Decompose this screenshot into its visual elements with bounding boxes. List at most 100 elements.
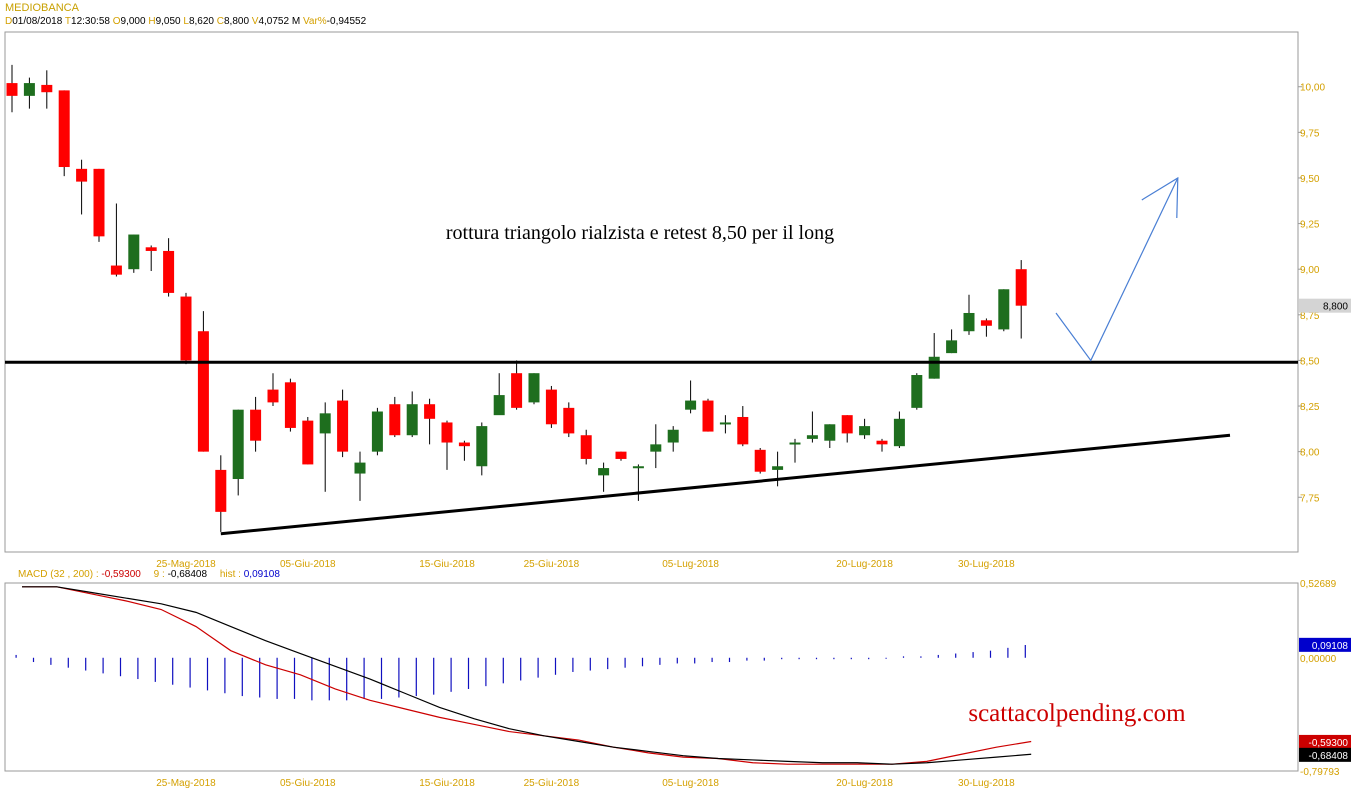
candle-down	[180, 296, 192, 361]
macd-histogram-bar	[433, 657, 435, 695]
macd-histogram-bar	[380, 657, 383, 699]
macd-histogram-bar	[885, 657, 887, 659]
macd-signal-value: -0,68408	[167, 569, 208, 580]
macd-histogram-bar	[50, 657, 52, 665]
candle-down	[6, 83, 18, 96]
macd-histogram-bar	[363, 657, 365, 699]
macd-value-badge	[1299, 747, 1351, 762]
price-y-tick-label: 7,75	[1300, 493, 1320, 504]
macd-histogram-bar	[15, 654, 17, 658]
macd-histogram-bar	[676, 657, 678, 664]
macd-title: MACD	[18, 569, 48, 580]
candle-up	[963, 312, 975, 332]
macd-histogram-bar	[241, 657, 243, 697]
macd-histogram-bar	[520, 657, 522, 681]
field-value-date: 01/08/2018	[12, 16, 63, 27]
macd-histogram-bar	[346, 657, 348, 701]
field-key-low: L	[183, 16, 189, 27]
field-value-time: 12:30:58	[71, 16, 110, 27]
symbol-title: MEDIOBANCA	[5, 2, 79, 14]
candle-up	[406, 404, 418, 436]
macd-histogram-bar	[119, 657, 122, 677]
macd-histogram-bar	[485, 657, 487, 687]
candle-down	[702, 400, 714, 432]
macd-histogram-bar	[607, 657, 609, 670]
candle-down	[876, 440, 888, 445]
macd-histogram-bar	[798, 657, 800, 660]
candle-down	[841, 415, 853, 434]
candle-up	[632, 466, 644, 469]
candle-down	[76, 168, 88, 182]
macd-histogram-bar	[276, 657, 278, 699]
field-value-high: 9,050	[155, 16, 181, 27]
macd-series-macd	[22, 586, 1032, 765]
candle-down	[337, 400, 349, 452]
macd-series-signal	[22, 586, 1032, 765]
candle-down	[545, 389, 557, 425]
macd-value-badge-label: -0,59300	[1309, 738, 1349, 749]
macd-histogram-bar	[624, 657, 626, 668]
macd-histogram-bar	[833, 657, 835, 660]
macd-value: -0,59300	[101, 569, 141, 580]
macd-histogram-bar	[589, 657, 591, 671]
field-key-high: H	[148, 16, 156, 27]
macd-value-badge-label: -0,68408	[1309, 751, 1349, 762]
macd-x-tick-label: 05-Giu-2018	[280, 778, 336, 789]
macd-histogram-bar	[415, 657, 417, 697]
last-price-label: 8,800	[1323, 302, 1348, 313]
candle-down	[215, 469, 227, 512]
macd-histogram-bar	[537, 657, 539, 678]
macd-histogram-bar	[641, 657, 644, 667]
candle-up	[650, 444, 662, 452]
candle-up	[598, 468, 610, 476]
field-key-change: Var%	[302, 16, 327, 27]
macd-signal-period: 9	[153, 569, 160, 580]
macd-y-tick-label: 0,52689	[1300, 580, 1337, 590]
macd-histogram-bar	[189, 657, 191, 688]
macd-histogram-bar	[85, 657, 87, 671]
macd-histogram-bar	[102, 657, 104, 674]
macd-histogram-bar	[172, 657, 174, 685]
candle-down	[615, 451, 627, 459]
candle-down	[302, 420, 314, 465]
candle-down	[424, 404, 436, 419]
candle-up	[859, 426, 871, 436]
macd-x-tick-label: 25-Mag-2018	[156, 778, 216, 789]
candle-up	[893, 418, 905, 447]
macd-plot-frame	[4, 582, 1299, 772]
macd-histogram-bar	[868, 657, 870, 660]
candle-down	[580, 435, 592, 459]
candle-down	[110, 265, 122, 275]
price-chart[interactable]: 10,00 9,75 9,50 9,25 9,00 8,75 8,50 8,25 8,00 7,7…	[0, 0, 1352, 570]
macd-histogram-bar	[920, 656, 922, 658]
candle-down	[58, 90, 70, 168]
candle-up	[946, 340, 958, 354]
macd-chart[interactable]: 0,52689 0,00000 -0,79793 0,09108 -0,59300 -0,…	[0, 580, 1352, 798]
field-key-date: D	[5, 16, 13, 27]
macd-histogram-bar	[955, 653, 957, 658]
candle-down	[737, 416, 749, 445]
macd-hist-label: hist	[219, 569, 236, 580]
candle-down	[163, 250, 175, 293]
candle-up	[319, 413, 331, 434]
macd-value-badge	[1299, 734, 1351, 749]
macd-histogram-bar	[1024, 644, 1026, 658]
macd-histogram-bar	[972, 652, 974, 658]
price-x-tick-label: 25-Giu-2018	[524, 559, 580, 570]
macd-histogram-bar	[67, 657, 69, 668]
trendline	[220, 433, 1231, 536]
candle-up	[911, 375, 923, 408]
macd-histogram-bar	[554, 657, 557, 675]
macd-histogram-bar	[154, 657, 156, 682]
macd-histogram-bar	[450, 657, 452, 692]
macd-histogram-bar	[32, 657, 35, 663]
macd-histogram-bar	[989, 650, 992, 658]
macd-histogram-bar	[694, 657, 696, 664]
candle-up	[667, 429, 679, 443]
price-y-tick-label: 8,75	[1300, 311, 1320, 322]
price-y-tick-label: 9,00	[1300, 265, 1320, 276]
macd-histogram-bar	[711, 657, 713, 663]
candle-up	[685, 400, 697, 410]
macd-header: MACD (32 , 200) : -0,59300 9 : -0,68408 …	[18, 569, 280, 580]
